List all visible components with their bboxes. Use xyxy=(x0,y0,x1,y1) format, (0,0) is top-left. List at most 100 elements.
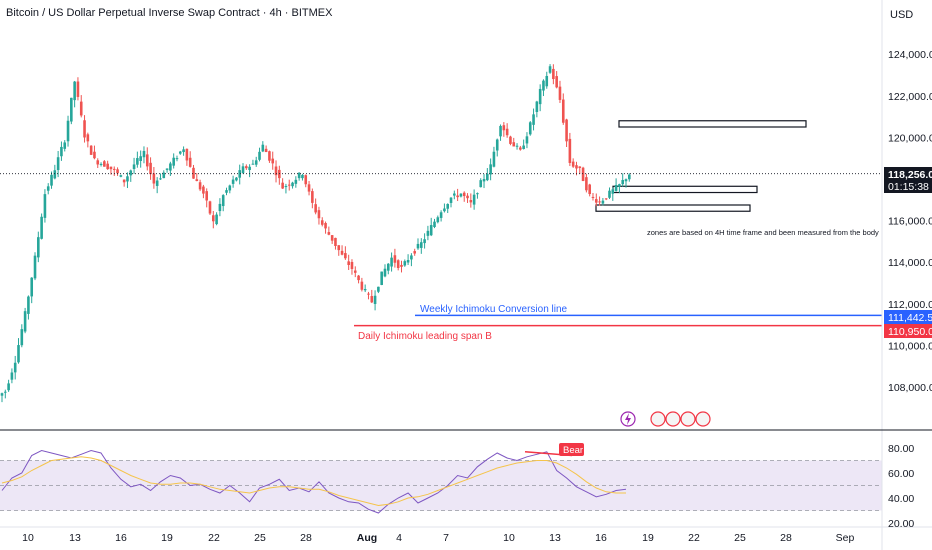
rsi-ma-line[interactable] xyxy=(1,456,626,507)
candle-body xyxy=(254,160,258,165)
time-axis-tick-label: Aug xyxy=(357,532,377,544)
candle-body xyxy=(416,243,420,249)
us-flag-icon[interactable] xyxy=(695,411,711,427)
time-axis-tick-label: 10 xyxy=(503,532,515,544)
candle-body xyxy=(50,174,53,186)
candle-body xyxy=(152,173,156,184)
candle-body xyxy=(126,176,129,182)
rsi-line[interactable] xyxy=(1,449,627,514)
current-price-tag xyxy=(884,167,932,193)
candle-body xyxy=(433,221,436,228)
candle-body xyxy=(482,178,486,182)
time-axis-tick-label: Sep xyxy=(836,532,855,544)
event-icons[interactable] xyxy=(620,411,711,427)
price-axis-tick-label: 112,000.0 xyxy=(888,299,932,311)
candle-body xyxy=(367,293,370,295)
candle-body xyxy=(96,160,100,165)
currency-label[interactable]: USD xyxy=(890,9,914,21)
candle-body xyxy=(439,212,443,218)
candle-body xyxy=(314,204,317,213)
candle-body xyxy=(33,255,37,279)
candle-body xyxy=(202,186,205,194)
candle-body xyxy=(129,170,133,176)
candle-body xyxy=(370,296,374,303)
time-axis-tick-label: 10 xyxy=(22,532,34,544)
candle-body xyxy=(423,239,426,244)
candle-body xyxy=(208,201,212,214)
candle-body xyxy=(509,136,512,144)
rsi-pane xyxy=(0,449,882,514)
candle-body xyxy=(320,220,324,225)
candle-body xyxy=(248,166,251,171)
weekly-ichimoku-price-tag xyxy=(884,310,932,324)
candle-body xyxy=(93,151,96,159)
candle-body xyxy=(446,203,450,209)
supply-demand-zones xyxy=(595,120,807,212)
candle-body xyxy=(594,199,598,203)
candle-body xyxy=(525,136,529,144)
candle-body xyxy=(502,125,506,131)
candle-body xyxy=(542,80,545,91)
candle-body xyxy=(46,186,50,191)
candle-body xyxy=(538,88,542,105)
candle-body xyxy=(284,186,288,188)
candle-body xyxy=(103,161,106,167)
weekly-ichimoku-label: Weekly Ichimoku Conversion line xyxy=(420,304,568,315)
candle-body xyxy=(545,75,549,87)
candle-body xyxy=(449,197,453,203)
candle-body xyxy=(307,184,311,192)
candle-body xyxy=(188,157,192,167)
price-axis-tick-label: 114,000.0 xyxy=(888,257,932,269)
candle-body xyxy=(614,185,618,191)
zone-rectangle[interactable] xyxy=(618,120,807,128)
candle-body xyxy=(178,151,182,154)
zone-rectangle[interactable] xyxy=(612,185,758,194)
candle-body xyxy=(4,391,7,393)
candle-body xyxy=(492,151,496,167)
candle-body xyxy=(624,179,628,182)
rsi-axis-tick-label: 40.00 xyxy=(888,493,914,505)
candle-body xyxy=(373,295,377,305)
price-series xyxy=(0,64,631,403)
candle-body xyxy=(548,66,552,73)
horizontal-levels xyxy=(0,173,882,327)
candle-body xyxy=(228,185,232,191)
candle-body xyxy=(63,142,67,149)
us-flag-icon[interactable] xyxy=(680,411,696,427)
price-axis-tick-label: 122,000.0 xyxy=(888,91,932,103)
candle-body xyxy=(274,166,278,176)
candle-body xyxy=(136,158,139,165)
candle-body xyxy=(598,201,601,203)
us-flag-icon[interactable] xyxy=(665,411,681,427)
candle-body xyxy=(195,179,199,182)
daily-ichimoku-label: Daily Ichimoku leading span B xyxy=(358,331,492,342)
candle-body xyxy=(165,168,169,170)
candle-body xyxy=(588,184,591,195)
candle-body xyxy=(476,193,479,195)
candle-body xyxy=(106,163,109,170)
candle-body xyxy=(60,146,63,157)
candle-body xyxy=(79,101,83,116)
candle-body xyxy=(578,166,582,168)
candle-body xyxy=(287,184,291,186)
candle-body xyxy=(327,232,331,235)
candle-body xyxy=(119,175,123,177)
candle-body xyxy=(231,179,235,184)
candle-body xyxy=(122,179,126,183)
candle-body xyxy=(83,120,86,138)
price-axis-tick-label: 110,000.0 xyxy=(888,340,932,352)
bar-countdown: 01:15:38 xyxy=(888,181,929,193)
zone-rectangle[interactable] xyxy=(595,204,751,212)
candle-body xyxy=(552,68,555,80)
candle-body xyxy=(334,237,337,246)
candle-body xyxy=(20,329,24,346)
candle-body xyxy=(53,170,57,179)
current-price-value: 118,256.0 xyxy=(888,169,932,181)
candle-body xyxy=(390,257,393,267)
us-flag-icon[interactable] xyxy=(650,411,666,427)
candle-body xyxy=(340,250,344,255)
candle-body xyxy=(66,120,70,142)
candle-body xyxy=(297,172,301,179)
candle-body xyxy=(221,195,225,207)
